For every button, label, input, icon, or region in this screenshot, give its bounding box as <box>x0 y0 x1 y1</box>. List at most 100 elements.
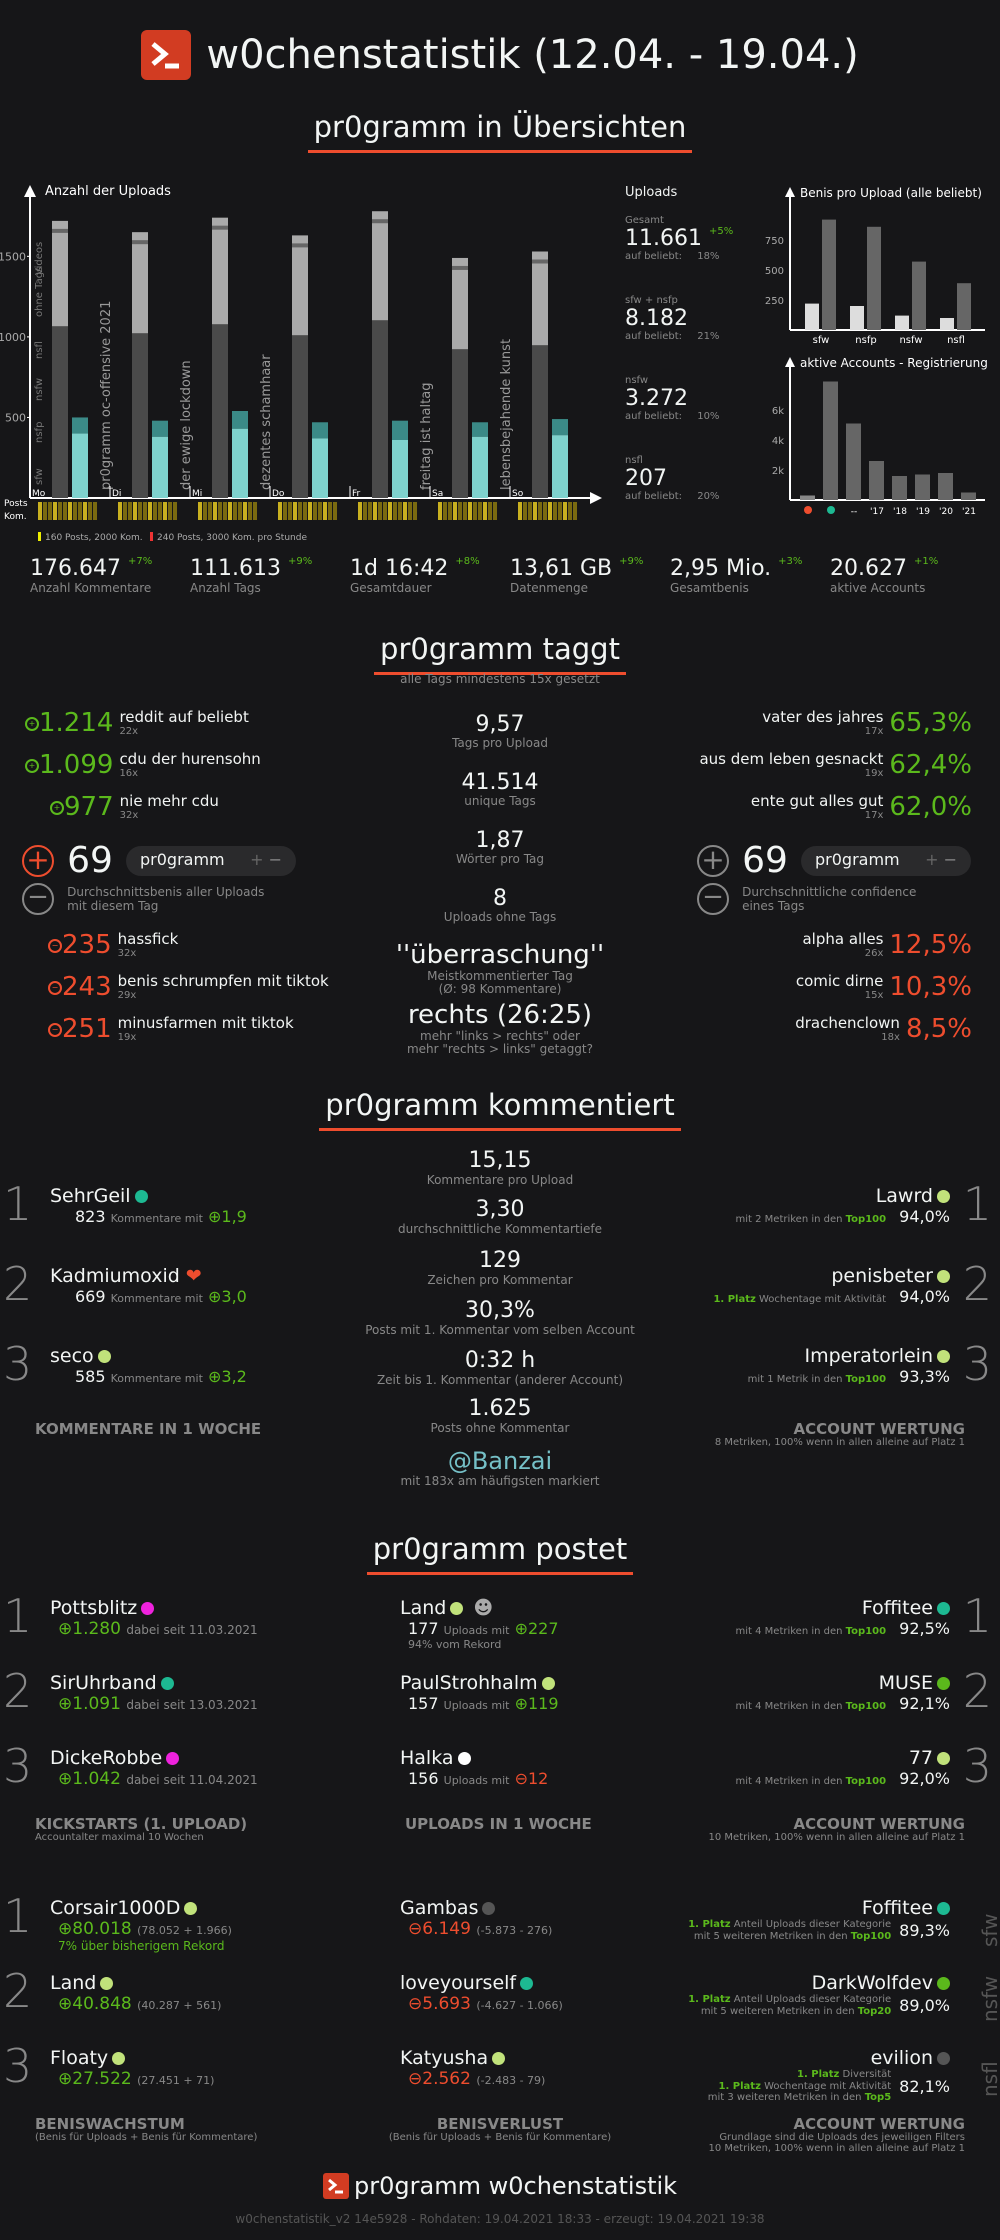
user-rank-icon <box>937 2052 950 2065</box>
user-rank-icon <box>112 2052 126 2065</box>
section-title-overview: pr0gramm in Übersichten <box>0 110 1000 153</box>
tag-name[interactable]: hassfick <box>117 930 179 948</box>
tag-search-input[interactable]: pr0gramm + − <box>801 845 971 876</box>
heat-cell <box>123 502 127 520</box>
tag-name[interactable]: vater des jahres <box>762 708 884 726</box>
username[interactable]: Land ☻ <box>400 1597 494 1619</box>
tag-name[interactable]: benis schrumpfen mit tiktok <box>117 972 329 990</box>
username[interactable]: loveyourself <box>400 1972 563 1994</box>
heat-cell <box>443 502 447 520</box>
tag-search-input[interactable]: pr0gramm + − <box>126 845 296 876</box>
username[interactable]: penisbeter <box>713 1265 950 1287</box>
username[interactable]: 77 <box>736 1747 950 1769</box>
uploads-title: Uploads <box>625 185 678 200</box>
rank-number: 1 <box>962 1177 992 1231</box>
score-value: 94,0% <box>899 1207 950 1226</box>
tag-name[interactable]: minusfarmen mit tiktok <box>117 1014 294 1032</box>
rank-number: 1 <box>962 1589 992 1643</box>
category-account: DarkWolfdev 1. Platz Anteil Uploads dies… <box>688 1972 950 2017</box>
tag-name[interactable]: drachenclown <box>795 1014 900 1032</box>
plus-circle-icon[interactable]: + <box>22 844 54 877</box>
tag-name[interactable]: ente gut alles gut <box>750 792 884 810</box>
record-note: 94% vom Rekord <box>408 1638 502 1651</box>
heat-cell <box>228 502 232 520</box>
user-rank-icon <box>184 1902 198 1915</box>
username[interactable]: Kadmiumoxid ❤ <box>50 1265 202 1287</box>
upload-count-label: Uploads mit <box>443 1774 510 1787</box>
event-label: freitag ist haltag <box>419 383 434 490</box>
minus-circle-icon: − <box>48 938 62 953</box>
heat-cell <box>553 502 557 520</box>
tag-name[interactable]: reddit auf beliebt <box>119 708 249 726</box>
loss-value: 6.149 <box>422 1919 471 1939</box>
user-rank-icon <box>134 1190 148 1203</box>
username[interactable]: evilion <box>708 2047 950 2069</box>
heat-cell <box>568 502 572 520</box>
username[interactable]: DickeRobbe <box>50 1747 258 1769</box>
bar-total-lower <box>452 349 468 498</box>
username[interactable]: Pottsblitz <box>50 1597 258 1619</box>
score-detail: mit 4 Metriken in den Top100 <box>735 1626 887 1637</box>
tag-name[interactable]: comic dirne <box>795 972 884 990</box>
tag-metric: 8 Uploads ohne Tags <box>340 886 660 924</box>
comment-metric-value: 3,30 <box>475 1197 525 1222</box>
x-tick-label: Mi <box>192 489 202 499</box>
heat-cell <box>298 502 302 520</box>
comment-count: 669 <box>75 1287 106 1306</box>
username[interactable]: Imperatorlein <box>748 1345 950 1367</box>
tag-name[interactable]: aus dem leben gesnackt <box>699 750 884 768</box>
username[interactable]: Gambas <box>400 1897 552 1919</box>
uploads-item: nsfw 3.272 auf beliebt: 10% <box>625 375 719 422</box>
tag-name[interactable]: nie mehr cdu <box>119 792 219 810</box>
username[interactable]: SirUhrband <box>50 1672 258 1694</box>
footnote: 160 Posts, 2000 Kom. <box>45 533 143 543</box>
x-axis-arrow <box>590 492 602 504</box>
username[interactable]: Foffitee <box>736 1597 950 1619</box>
growth-sub: (Benis für Uploads + Benis für Kommentar… <box>35 2132 258 2143</box>
heat-cell <box>233 502 237 520</box>
y-tick-label: 500 <box>5 411 26 424</box>
heat-cell <box>328 502 332 520</box>
account-score: Foffitee mit 4 Metriken in den Top100 92… <box>735 1597 950 1638</box>
tag-benis-widget: + 69 pr0gramm + − − Durchschnittsbenis al… <box>22 840 312 915</box>
loss-breakdown: (-5.873 - 276) <box>476 1924 553 1937</box>
heat-cell <box>313 502 317 520</box>
comments-right-sub: 8 Metriken, 100% wenn in allen alleine a… <box>714 1437 965 1448</box>
footer-title: pr0gramm w0chenstatistik <box>354 2172 678 2200</box>
account-score: MUSE mit 4 Metriken in den Top100 92,1% <box>736 1672 950 1713</box>
heat-cell <box>563 502 567 520</box>
kickstart-benis: 1.042 <box>72 1769 121 1789</box>
username[interactable]: SehrGeil <box>50 1185 247 1207</box>
username[interactable]: seco <box>50 1345 247 1367</box>
kickstart-benis: 1.280 <box>72 1619 121 1639</box>
bar-nsfp <box>472 422 488 437</box>
tag-flop-confidence: alpha alles 26x 12,5% <box>802 930 972 960</box>
username[interactable]: Floaty <box>50 2047 214 2069</box>
category-side-label: sfw <box>978 1913 1000 1947</box>
loss-sub: (Benis für Uploads + Benis für Kommentar… <box>388 2132 612 2143</box>
minus-circle-icon[interactable]: − <box>22 883 54 915</box>
username[interactable]: DarkWolfdev <box>688 1972 950 1994</box>
minus-circle-icon[interactable]: − <box>697 883 729 915</box>
heat-cell <box>143 502 147 520</box>
heat-cell <box>138 502 142 520</box>
username[interactable]: Katyusha <box>400 2047 545 2069</box>
score-value: 92,0% <box>899 1769 950 1788</box>
plus-circle-icon: + <box>25 758 39 773</box>
username[interactable]: PaulStrohhalm <box>400 1672 559 1694</box>
username[interactable]: MUSE <box>736 1672 950 1694</box>
tag-confidence: 10,3% <box>889 972 972 1002</box>
username[interactable]: Land <box>50 1972 221 1994</box>
bar-sfw <box>152 436 168 498</box>
tag-name[interactable]: alpha alles <box>802 930 884 948</box>
tag-name[interactable]: cdu der hurensohn <box>119 750 261 768</box>
username[interactable]: Halka <box>400 1747 548 1769</box>
plus-circle-icon[interactable]: + <box>697 844 729 877</box>
username[interactable]: Lawrd <box>736 1185 950 1207</box>
most-tagged-user[interactable]: @Banzai <box>447 1447 553 1475</box>
side-legend-label: sfw <box>34 468 45 485</box>
upload-count: 177 <box>408 1619 439 1638</box>
uploads-item-value: 207 <box>625 466 667 491</box>
username[interactable]: Foffitee <box>688 1897 950 1919</box>
username[interactable]: Corsair1000D <box>50 1897 232 1919</box>
